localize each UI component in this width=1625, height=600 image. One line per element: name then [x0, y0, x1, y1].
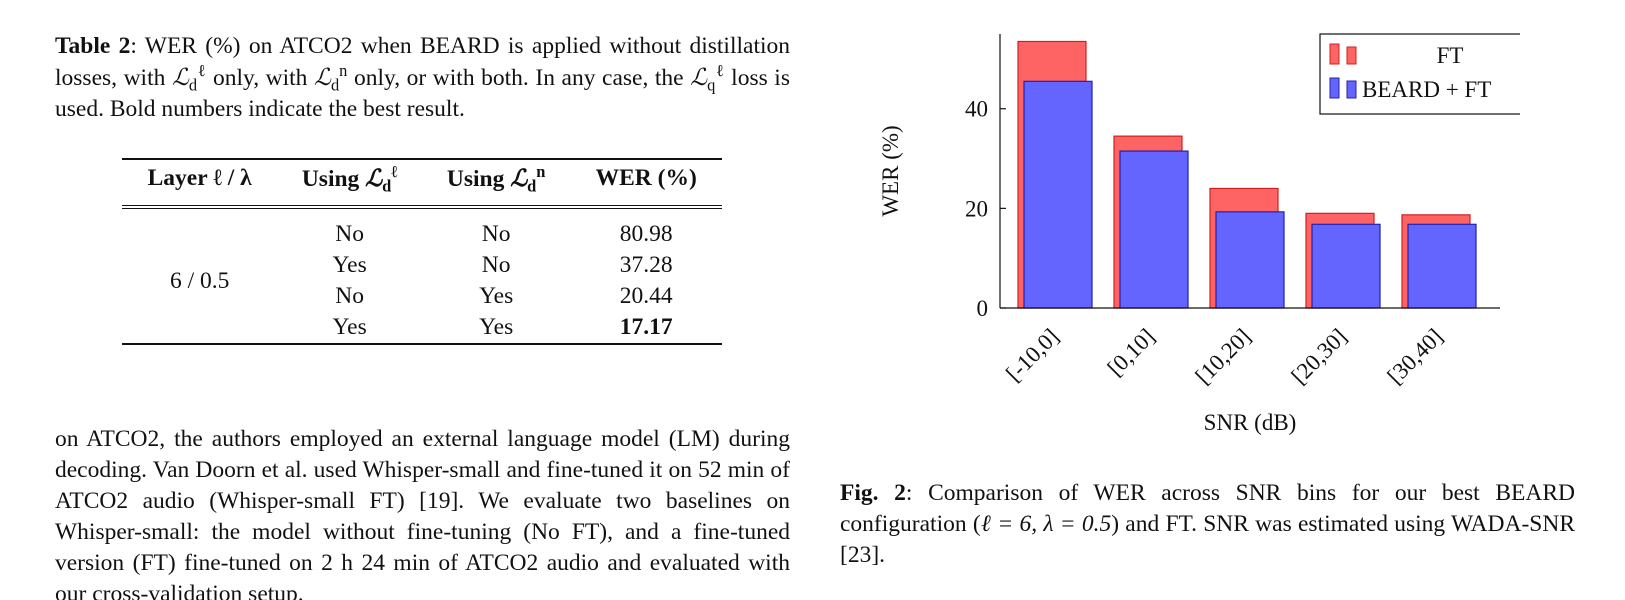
cell-using-l: No — [335, 283, 364, 309]
legend-swatch — [1329, 77, 1340, 99]
header-loss-symbol: ℒ — [365, 164, 383, 192]
loss-sub: d — [188, 75, 198, 95]
figure-caption-label: Fig. 2 — [840, 480, 906, 506]
x-tick-label: [30,40] — [1382, 324, 1447, 389]
loss-sub: q — [707, 75, 716, 95]
loss-sup: ℓ — [715, 61, 725, 81]
table-row: No Yes 20.44 — [122, 281, 722, 312]
y-tick-label: 40 — [965, 97, 988, 122]
table-caption: Table 2: WER (%) on ATCO2 when BEARD is … — [55, 31, 790, 125]
table-caption-text-3: only, or with both. In any case, the — [347, 65, 691, 91]
header-loss-sup: ℓ — [391, 162, 398, 182]
header-layer: Layer ℓ / λ — [147, 165, 252, 191]
layer-value-cell: 6 / 0.5 — [169, 267, 230, 294]
header-using-n: Using ℒdn — [422, 159, 570, 207]
header-using-prefix: Using — [301, 166, 366, 192]
cell-using-n: Yes — [479, 314, 514, 340]
loss-symbol: ℒ — [690, 63, 708, 91]
legend-label: BEARD + FT — [1362, 77, 1491, 102]
bar-beard-ft — [1215, 211, 1285, 309]
table-row: 6 / 0.5 No No 80.98 — [122, 207, 722, 294]
bar-beard-ft — [1407, 223, 1477, 309]
y-axis-label: WER (%) — [878, 125, 903, 216]
cell-wer: 20.44 — [619, 283, 673, 309]
figure-caption: Fig. 2: Comparison of WER across SNR bin… — [840, 478, 1575, 571]
cell-using-n: Yes — [479, 283, 514, 309]
cell-using-l: No — [335, 221, 364, 247]
table-caption-text-1: : WER (%) on ATCO2 when BEARD is applied… — [55, 33, 791, 91]
header-loss-sub: d — [382, 176, 392, 196]
y-tick-label: 0 — [977, 296, 989, 321]
loss-symbol: ℒ — [314, 63, 331, 91]
legend-label: FT — [1437, 43, 1464, 68]
x-tick-label: [0,10] — [1103, 324, 1160, 381]
table-caption-text-2: only, with — [206, 65, 314, 91]
figure-caption-text-1: : Comparison of WER across SNR bins for … — [840, 480, 1575, 537]
bar-beard-ft — [1023, 80, 1093, 309]
x-tick-label: [10,20] — [1190, 324, 1255, 389]
table-caption-label: Table 2 — [55, 33, 131, 59]
table-row: Yes No 37.28 — [122, 250, 722, 281]
loss-sup: ℓ — [197, 61, 207, 81]
table-row: Yes Yes 17.17 — [122, 312, 722, 344]
bar-beard-ft — [1311, 223, 1381, 309]
header-loss-symbol: ℒ — [510, 164, 528, 192]
cell-using-n: No — [481, 252, 511, 278]
cell-using-n: No — [481, 221, 511, 247]
results-table: Layer ℓ / λ Using ℒdℓ Using ℒdn WER (%) … — [122, 158, 722, 345]
body-paragraph: on ATCO2, the authors employed an extern… — [55, 426, 790, 600]
legend-swatch — [1329, 43, 1340, 65]
header-using-prefix: Using — [446, 166, 511, 192]
table-caption-text-4: loss is used. Bold numbers indicate the … — [55, 65, 790, 122]
header-using-l: Using ℒdℓ — [277, 159, 422, 207]
cell-using-l: Yes — [332, 314, 367, 340]
cell-using-l: Yes — [332, 252, 367, 278]
table-header-row: Layer ℓ / λ Using ℒdℓ Using ℒdn WER (%) — [122, 159, 722, 207]
y-tick-label: 20 — [965, 196, 988, 221]
legend-swatch — [1346, 46, 1357, 65]
x-axis-label: SNR (dB) — [1204, 410, 1297, 435]
x-tick-label: [20,30] — [1286, 324, 1351, 389]
cell-wer: 80.98 — [619, 221, 673, 247]
loss-sub: d — [330, 75, 340, 95]
figure-caption-text-2: ) and FT. SNR was estimated using WADA-S… — [840, 511, 1576, 568]
wer-snr-bar-chart: [-10,0] [0,10] [10,20] [20,30] [30,40] 0 20 40 W… — [878, 33, 1520, 435]
header-loss-sub: d — [527, 176, 537, 196]
loss-sup: n — [339, 61, 348, 81]
figure-caption-math: ℓ = 6, λ = 0.5 — [980, 511, 1112, 537]
header-loss-sup: n — [536, 162, 546, 182]
x-tick-label: [-10,0] — [1001, 324, 1063, 386]
legend-box — [1319, 33, 1520, 115]
cell-wer-best: 17.17 — [619, 314, 673, 340]
loss-symbol: ℒ — [171, 63, 189, 91]
cell-wer: 37.28 — [619, 252, 673, 278]
bar-beard-ft — [1119, 150, 1189, 309]
header-wer: WER (%) — [595, 165, 697, 191]
legend-swatch — [1346, 80, 1357, 99]
